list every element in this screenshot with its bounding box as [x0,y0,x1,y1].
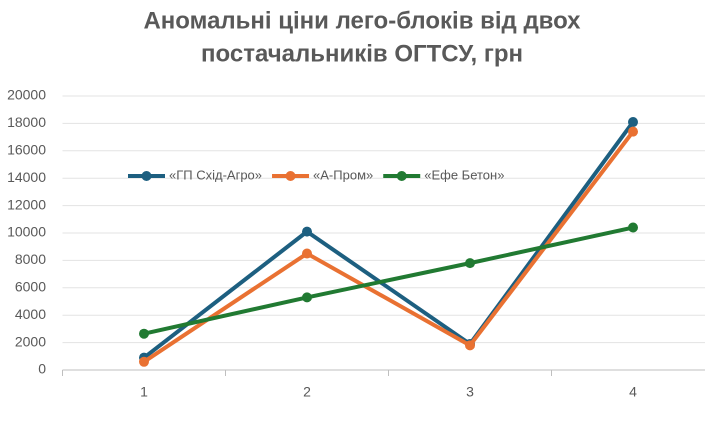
point [628,117,638,128]
y-tick-label: 0 [38,361,46,377]
series-line [142,120,635,360]
x-tick-label: 1 [140,384,148,400]
y-tick-label: 14000 [7,169,46,185]
y-tick-label: 6000 [15,279,46,295]
legend-marker [396,171,407,181]
point [139,328,149,339]
y-tick-label: 16000 [7,142,46,158]
point [302,248,312,259]
chart-title: Аномальні ціни лего-блоків від двох [143,7,581,34]
series-line [143,225,634,336]
x-tick-label: 3 [466,384,474,400]
point [628,126,638,137]
point [628,222,638,233]
point [465,258,475,269]
series-line [142,130,635,364]
y-tick-label: 8000 [15,251,46,267]
point [302,226,312,237]
y-tick-label: 4000 [15,306,46,322]
y-tick-label: 18000 [7,114,46,130]
y-tick-label: 10000 [7,224,46,240]
legend-marker [141,171,152,181]
point [302,292,312,303]
y-tick-label: 2000 [15,333,46,349]
x-tick-label: 4 [629,384,637,400]
y-tick-label: 12000 [7,196,46,212]
point [139,356,149,367]
legend-label: «ГП Схід-Агро» [169,167,262,182]
y-tick-label: 20000 [7,87,46,103]
chart-title: постачальників ОГТСУ, грн [201,40,523,67]
point [465,340,475,351]
legend-label: «Ефе Бетон» [424,167,504,182]
legend-label: «А-Пром» [313,167,373,182]
legend-marker [285,171,296,181]
x-tick-label: 2 [303,384,311,400]
